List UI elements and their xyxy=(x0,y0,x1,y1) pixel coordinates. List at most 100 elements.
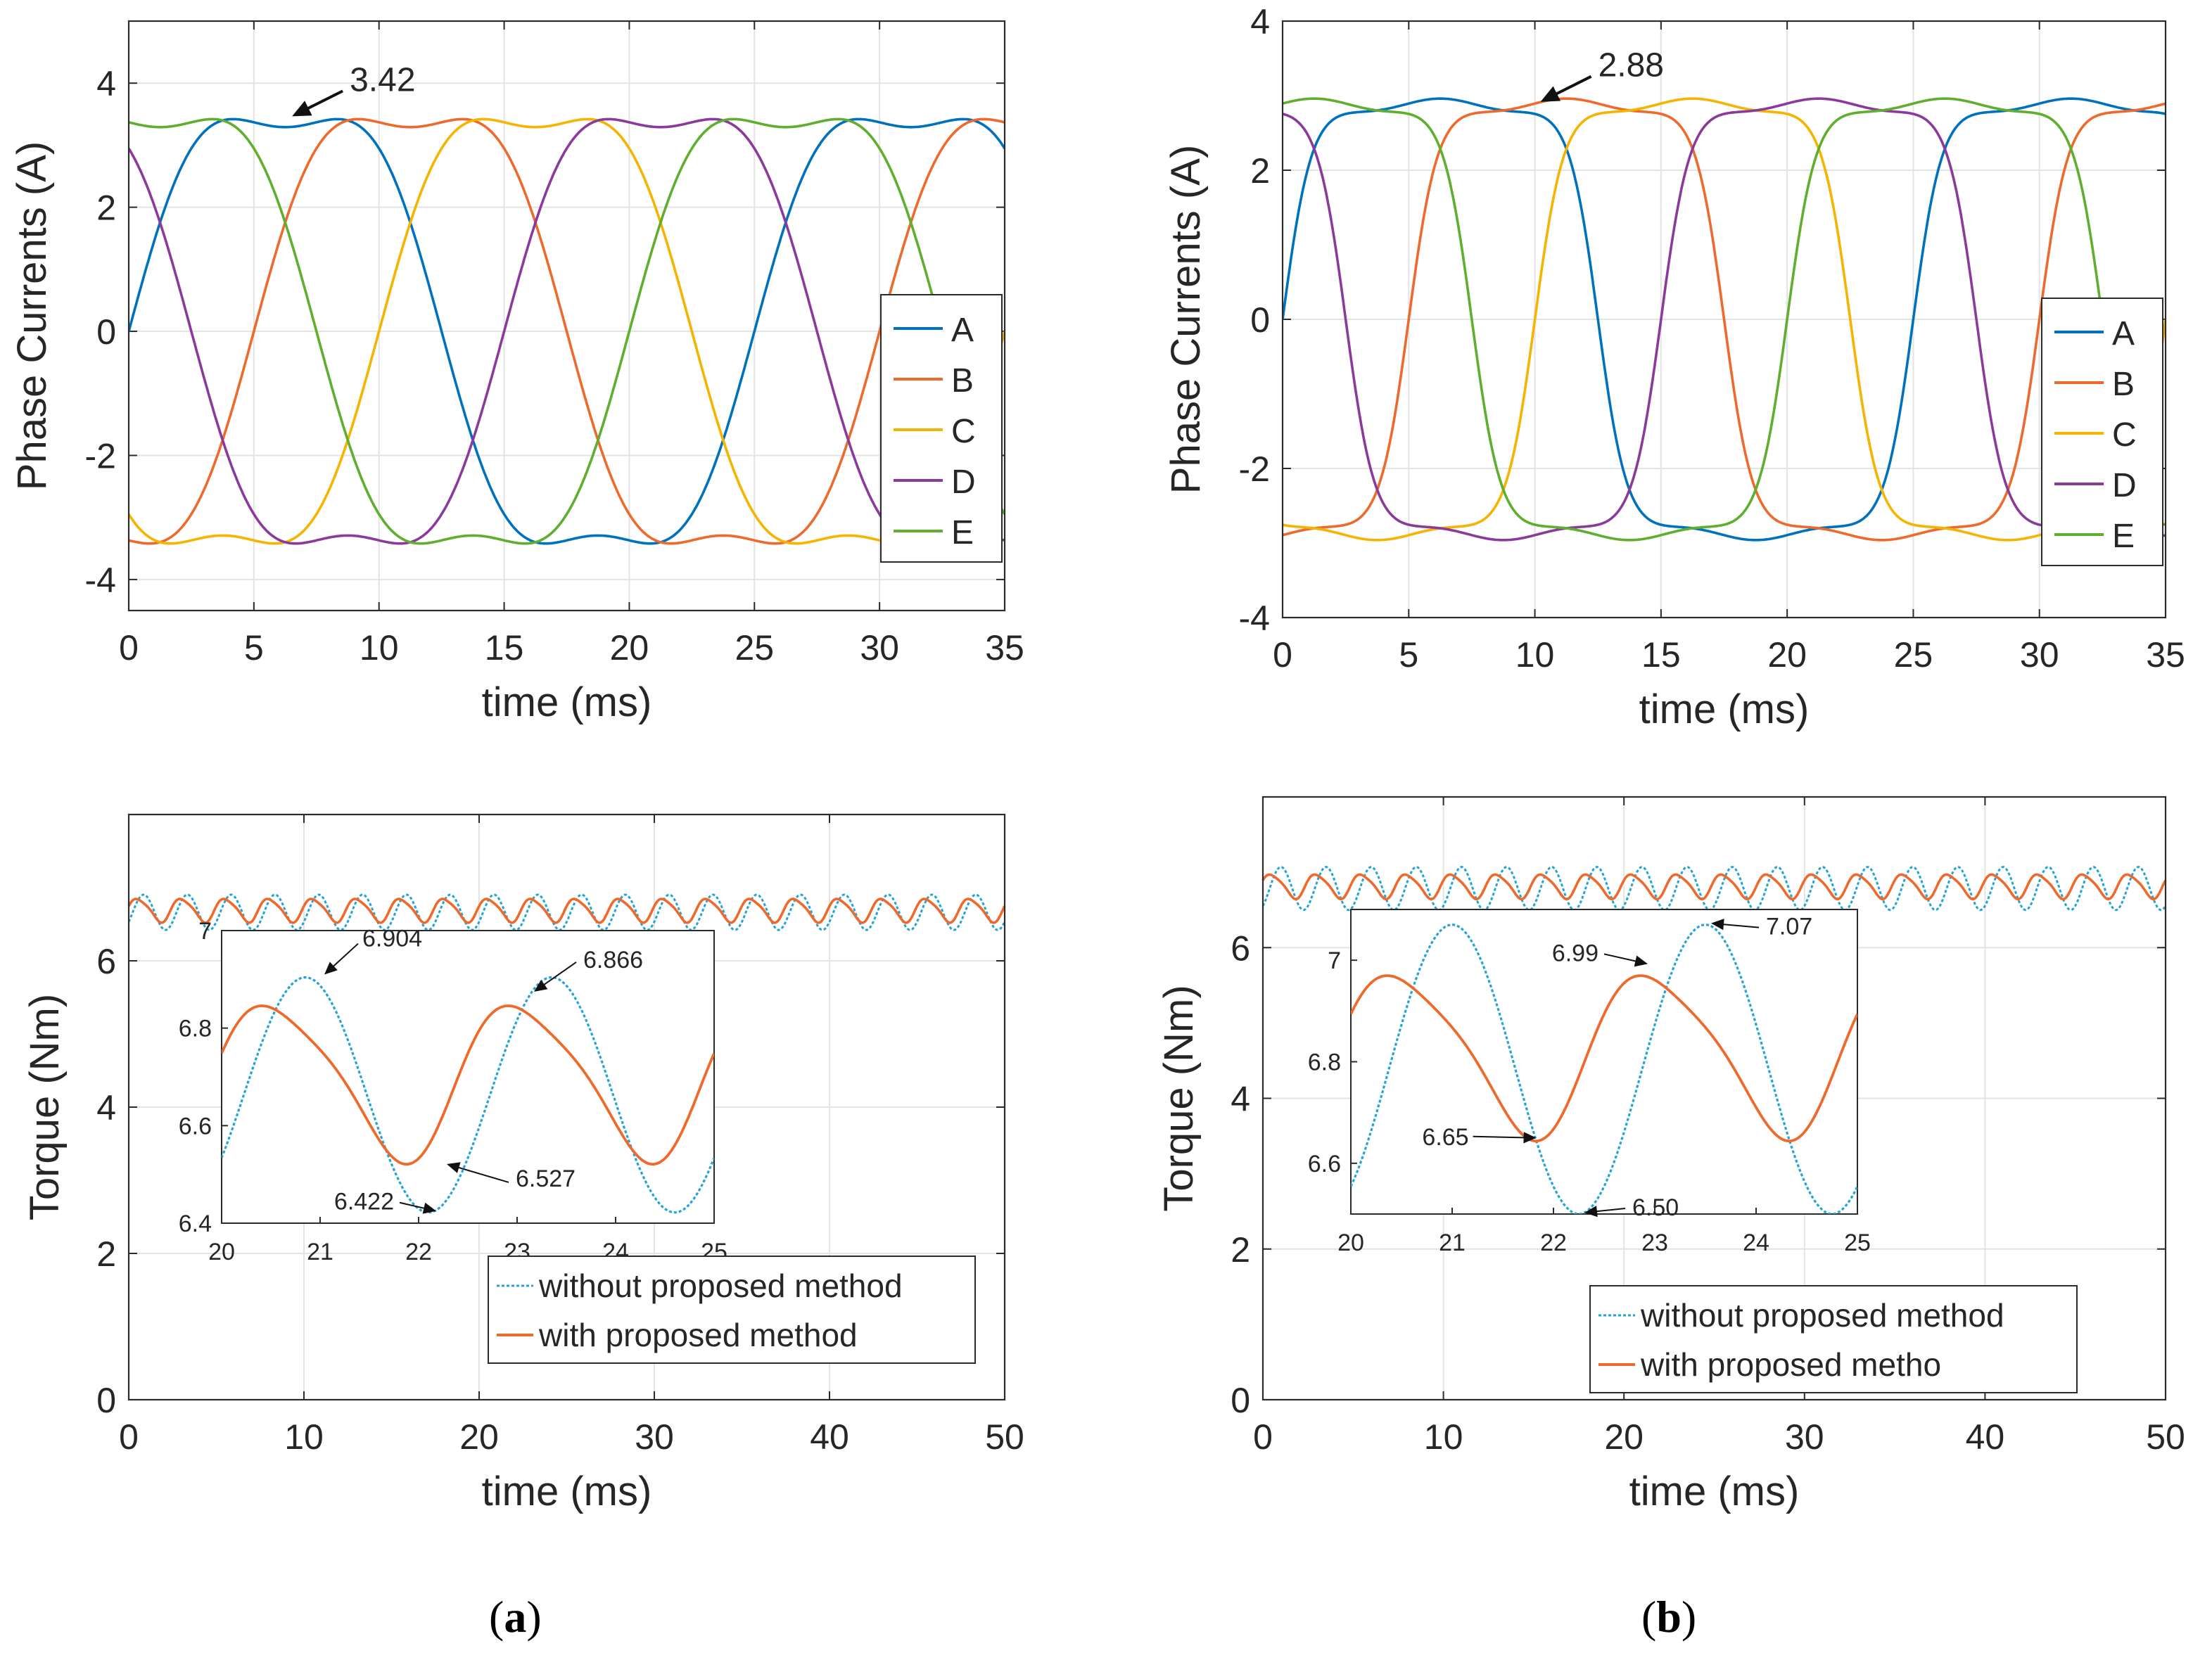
b-torque-series-0 xyxy=(1261,866,2167,912)
a-torque-legend-label-0: without proposed method xyxy=(538,1267,903,1304)
a-torque-inset-annotation-3: 6.422 xyxy=(334,1189,394,1215)
a-torque-inset-series-group xyxy=(222,976,714,1214)
b-currents-xtick-label-4: 20 xyxy=(1767,635,1807,675)
b-torque-xtick-label-2: 20 xyxy=(1604,1417,1644,1457)
b-currents-xtick-label-6: 30 xyxy=(2020,635,2059,675)
b-torque-inset-frame xyxy=(1350,909,1858,1215)
a-torque-inset-annotation-arrow-0-head xyxy=(324,962,338,975)
a-torque-ytick-label-1: 2 xyxy=(96,1234,116,1274)
b-currents-annotation-label: 2.88 xyxy=(1598,47,1664,84)
b-torque-inset-xtick-label-2: 22 xyxy=(1540,1230,1567,1256)
b-torque-inset-annotation-arrow-1-shaft xyxy=(1718,923,1760,928)
b-currents-xtick-label-7: 35 xyxy=(2146,635,2185,675)
b-torque-xtick-label-5: 50 xyxy=(2146,1417,2185,1457)
b-torque-inset-annotation-1: 7.07 xyxy=(1766,914,1812,940)
a-currents-xtick-label-0: 0 xyxy=(119,628,139,668)
a-currents-legend-label-B: B xyxy=(951,362,974,400)
b-currents-xlabel: time (ms) xyxy=(1639,686,1810,732)
a-torque-xlabel: time (ms) xyxy=(482,1469,652,1514)
a-currents-series-D xyxy=(129,117,1005,545)
a-currents-ytick-label-0: -4 xyxy=(85,561,116,600)
a-torque-xtick-label-5: 50 xyxy=(985,1417,1024,1457)
a-torque-series-1 xyxy=(127,898,1006,924)
b-torque-inset-series-1 xyxy=(1351,974,1857,1143)
a-torque-ylabel: Torque (Nm) xyxy=(22,994,68,1220)
a-torque-inset-annotation-2: 6.527 xyxy=(516,1165,576,1192)
b-torque-inset-annotation-arrow-0-shaft xyxy=(1603,953,1641,963)
a-torque-inset-xtick-label-0: 20 xyxy=(208,1239,235,1265)
a-torque-chart: 0 10 20 30 40 50 0 2 4 6 time (ms) Torque (Nm) 20 21 2… xyxy=(22,813,1024,1514)
b-currents-series-group xyxy=(1283,97,2166,542)
a-torque-inset-ytick-label-3: 7 xyxy=(198,918,212,945)
a-currents-ylabel: Phase Currents (A) xyxy=(9,141,55,490)
b-torque-xtick-label-0: 0 xyxy=(1253,1417,1273,1457)
a-currents-xtick-label-2: 10 xyxy=(360,628,399,668)
a-torque-inset: 20 21 22 23 24 256.46.66.87 6.9046.8666.5276.4… xyxy=(179,918,727,1265)
b-torque-legend xyxy=(1589,1285,2078,1393)
b-torque-inset-ytick-label-1: 6.8 xyxy=(1308,1049,1341,1076)
b-torque-ytick-label-0: 0 xyxy=(1231,1381,1250,1420)
b-torque-inset-ytick-label-0: 6.6 xyxy=(1308,1151,1341,1177)
a-torque-ytick-label-3: 6 xyxy=(96,942,116,981)
b-currents-xtick-label-5: 25 xyxy=(1894,635,1933,675)
b-torque-inset-annotation-arrow-3 xyxy=(1584,1206,1626,1218)
b-torque-inset-annotation-arrow-0 xyxy=(1603,953,1648,967)
b-currents-ytick-label-4: 4 xyxy=(1250,2,1270,41)
a-torque-inset-annotation-arrow-0 xyxy=(324,943,359,975)
a-currents-series-E xyxy=(129,117,1005,545)
b-currents-chart: 0 5 10 15 20 25 30 35 -4 -2 0 2 4 time (ms) Phase Curr… xyxy=(1163,2,2185,732)
a-currents-xtick-label-5: 25 xyxy=(735,628,774,668)
a-torque-xtick-label-1: 10 xyxy=(284,1417,324,1457)
a-torque-inset-annotation-arrow-2 xyxy=(447,1162,509,1183)
b-torque-inset-annotation-3: 6.50 xyxy=(1632,1194,1679,1221)
a-torque-series-0 xyxy=(127,893,1006,931)
a-torque-inset-annotation-0: 6.904 xyxy=(362,926,422,952)
a-torque-inset-xtick-label-2: 22 xyxy=(405,1239,432,1265)
a-currents-series-group xyxy=(129,117,1005,545)
b-torque-inset-xtick-label-4: 24 xyxy=(1743,1230,1769,1256)
b-torque-xtick-label-3: 30 xyxy=(1785,1417,1824,1457)
b-torque-inset: 20 21 22 23 24 25 6.6 6.8 7 6.99 7.07 6.65 6.50 xyxy=(1308,909,1871,1256)
b-torque-ylabel: Torque (Nm) xyxy=(1156,985,1202,1211)
a-torque-inset-frame xyxy=(221,930,715,1224)
a-torque-frame xyxy=(127,813,1006,1401)
a-currents-ytick-label-1: -2 xyxy=(85,436,116,475)
a-torque-ytick-label-0: 0 xyxy=(96,1381,116,1420)
b-torque-legend-label-1: with proposed metho xyxy=(1640,1346,1941,1383)
b-currents-frame xyxy=(1281,20,2167,619)
a-torque-series-group xyxy=(127,893,1006,931)
b-torque-series-1 xyxy=(1261,873,2167,901)
a-currents-annotation-arrow xyxy=(292,89,343,117)
b-torque-ytick-label-1: 2 xyxy=(1231,1230,1250,1270)
b-currents-series-A xyxy=(1283,97,2166,542)
b-torque-inset-annotation-arrow-2-head xyxy=(1523,1132,1537,1144)
a-currents-frame xyxy=(127,20,1006,612)
a-currents-annotation-arrow-shaft xyxy=(301,89,343,113)
a-currents-legend-label-E: E xyxy=(951,514,974,551)
a-currents-xtick-label-3: 15 xyxy=(485,628,524,668)
b-currents-ylabel: Phase Currents (A) xyxy=(1163,145,1209,494)
b-torque-xtick-label-4: 40 xyxy=(1966,1417,2005,1457)
b-torque-inset-series-group xyxy=(1351,923,1857,1214)
a-currents-ytick-label-4: 4 xyxy=(96,64,116,103)
b-torque-ytick-label-2: 4 xyxy=(1231,1080,1250,1119)
b-torque-inset-ytick-label-2: 7 xyxy=(1328,947,1341,974)
a-torque-inset-annotation-arrow-3-head xyxy=(422,1202,436,1214)
b-currents-xtick-label-3: 15 xyxy=(1641,635,1681,675)
b-currents-xtick-label-0: 0 xyxy=(1273,635,1292,675)
b-torque-inset-xtick-label-5: 25 xyxy=(1844,1230,1871,1256)
b-torque-series-group xyxy=(1261,866,2167,912)
b-currents-legend-label-A: A xyxy=(2112,315,2135,352)
a-torque-inset-annotation-arrow-3 xyxy=(399,1201,436,1214)
a-torque-inset-ytick-label-0: 6.4 xyxy=(179,1211,212,1237)
b-currents-legend-label-B: B xyxy=(2112,366,2135,403)
b-torque-legend-label-0: without proposed method xyxy=(1640,1297,2004,1334)
b-torque-inset-xtick-label-0: 20 xyxy=(1337,1230,1364,1256)
b-currents-legend-label-E: E xyxy=(2112,518,2135,555)
b-torque-inset-series-0 xyxy=(1351,923,1857,1214)
a-currents-annotation-arrow-head xyxy=(292,101,312,117)
b-currents-annotation-arrow xyxy=(1540,75,1592,102)
a-torque-ytick-label-2: 4 xyxy=(96,1088,116,1128)
